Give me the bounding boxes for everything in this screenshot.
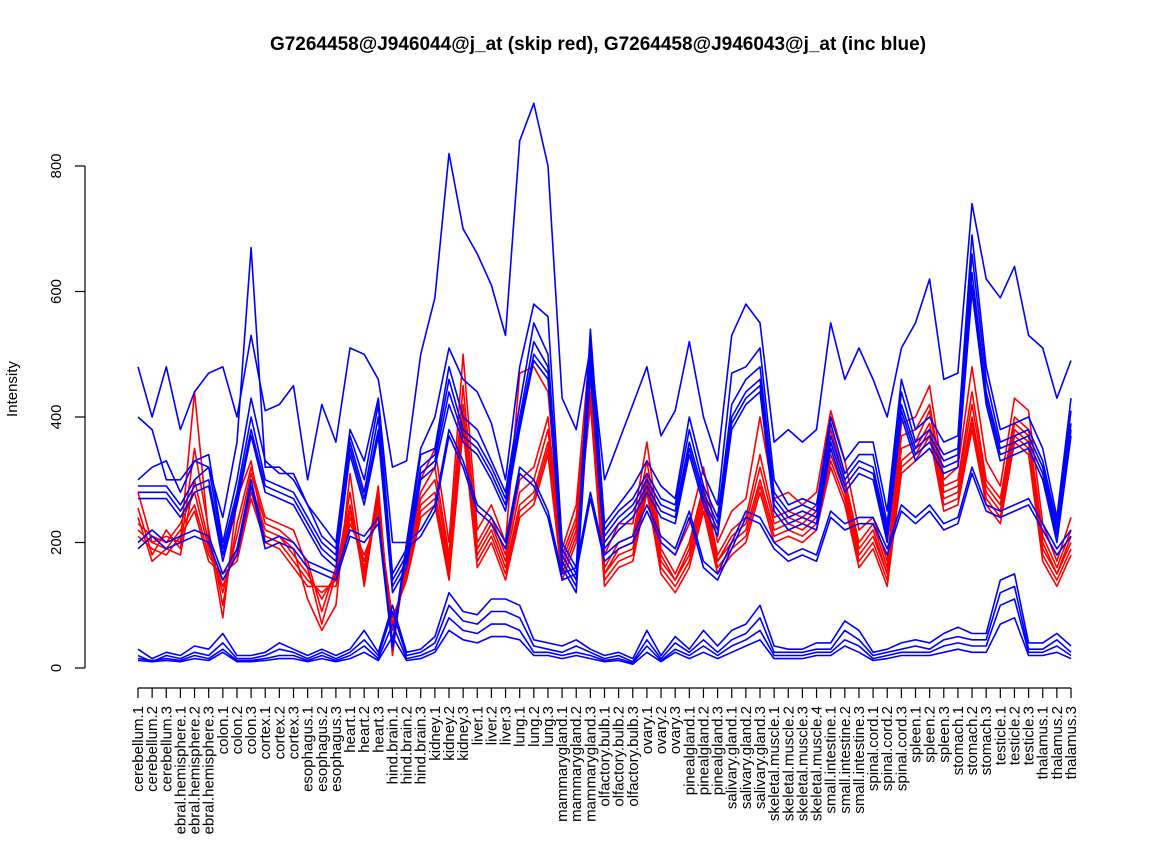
x-tick-label: cerebellum.1 [130, 706, 147, 792]
x-tick-label: cortex.3 [286, 706, 303, 759]
y-tick-label: 200 [48, 530, 65, 555]
y-tick-label: 600 [48, 279, 65, 304]
inc-blue-series-line-11 [138, 290, 1072, 594]
inc-blue-series-line-17 [137, 617, 1072, 665]
x-tick-label: spleen.3 [936, 706, 953, 763]
inc-blue-series-line-14 [137, 573, 1072, 660]
skip-red-series-line-3 [137, 391, 1072, 632]
x-tick-label: testicle.1 [992, 706, 1009, 765]
x-tick-label: hind.brain.3 [413, 706, 430, 784]
x-tick-label: ebral.hemisphere.3 [201, 706, 218, 834]
inc-blue-series-line-13 [137, 435, 1072, 650]
chart-title: G7264458@J946044@j_at (skip red), G72644… [270, 34, 926, 55]
x-tick-label: hind.brain.2 [399, 706, 416, 784]
x-tick-label: kidney.1 [427, 706, 444, 761]
x-tick-label: cortex.2 [271, 706, 288, 759]
x-tick-label: pinealgland.3 [710, 706, 727, 795]
x-tick-label: heart.2 [356, 706, 373, 753]
x-tick-label: salivary.gland.2 [738, 706, 755, 809]
x-tick-label: colon.3 [243, 706, 260, 754]
x-tick-label: testicle.3 [1021, 706, 1038, 765]
y-axis-label: Intensity [4, 361, 21, 417]
x-tick-label: liver.1 [469, 706, 486, 745]
x-tick-label: esophagus.3 [328, 706, 345, 792]
x-tick-label: heart.3 [370, 706, 387, 753]
x-tick-label: skeletal.muscle.1 [766, 706, 783, 821]
x-tick-label: colon.2 [229, 706, 246, 754]
x-tick-label: thalamus.1 [1035, 706, 1052, 779]
inc-blue-series-line-6 [137, 102, 1072, 481]
x-tick-label: thalamus.2 [1049, 706, 1066, 779]
x-tick-label: small.intestine.1 [823, 706, 840, 814]
x-tick-label: mammarygland.3 [582, 706, 599, 822]
x-tick-label: liver.3 [498, 706, 515, 745]
x-tick-label: olfactory.bulb.3 [625, 706, 642, 807]
series-layer [137, 102, 1072, 665]
x-tick-label: lung.3 [540, 706, 557, 747]
x-tick-label: spinal.cord.1 [865, 706, 882, 791]
inc-blue-series-line-12 [137, 428, 1072, 644]
x-tick-label: kidney.3 [455, 706, 472, 761]
x-tick-label: ebral.hemisphere.1 [172, 706, 189, 834]
x-tick-label: spleen.2 [922, 706, 939, 763]
x-tick-label: skeletal.muscle.2 [780, 706, 797, 821]
y-axis: 0 200 400 600 800 [48, 153, 86, 672]
y-tick-label: 800 [48, 153, 65, 178]
x-tick-label: skeletal.muscle.3 [794, 706, 811, 821]
x-tick-label: olfactory.bulb.2 [611, 706, 628, 807]
x-tick-label: stomach.3 [978, 706, 995, 775]
x-tick-label: stomach.1 [950, 706, 967, 775]
x-tick-label: ovary.2 [653, 706, 670, 754]
x-tick-label: cerebellum.3 [158, 706, 175, 792]
x-tick-label: spinal.cord.2 [879, 706, 896, 791]
x-tick-label: kidney.2 [441, 706, 458, 761]
x-tick-label: stomach.2 [964, 706, 981, 775]
x-tick-label: skeletal.muscle.4 [809, 706, 826, 821]
x-tick-label: testicle.2 [1007, 706, 1024, 765]
x-tick-label: mammarygland.1 [554, 706, 571, 822]
x-tick-label: spleen.1 [908, 706, 925, 763]
x-tick-label: small.intestine.3 [851, 706, 868, 814]
x-tick-label: pinealgland.1 [681, 706, 698, 795]
x-tick-label: ovary.3 [667, 706, 684, 754]
x-tick-label: small.intestine.2 [837, 706, 854, 814]
inc-blue-series-line-15 [137, 585, 1072, 663]
x-tick-label: pinealgland.2 [696, 706, 713, 795]
x-tick-label: olfactory.bulb.1 [597, 706, 614, 807]
x-tick-label: cortex.1 [257, 706, 274, 759]
x-tick-label: spinal.cord.3 [893, 706, 910, 791]
x-tick-label: heart.1 [342, 706, 359, 753]
x-tick-label: hind.brain.1 [385, 706, 402, 784]
inc-blue-series-line-16 [137, 598, 1072, 664]
x-tick-label: esophagus.2 [314, 706, 331, 792]
x-tick-label: mammarygland.2 [568, 706, 585, 822]
x-tick-label: ovary.1 [639, 706, 656, 754]
x-axis: cerebellum.1cerebellum.2cerebellum.3ebra… [130, 687, 1080, 834]
x-tick-label: cerebellum.2 [144, 706, 161, 792]
x-tick-label: salivary.gland.1 [724, 706, 741, 809]
x-tick-label: esophagus.1 [300, 706, 317, 792]
y-tick-label: 0 [48, 664, 65, 672]
x-tick-label: thalamus.3 [1063, 706, 1080, 779]
x-tick-label: ebral.hemisphere.2 [187, 706, 204, 834]
x-tick-label: salivary.gland.3 [752, 706, 769, 809]
x-tick-label: colon.1 [215, 706, 232, 754]
y-tick-label: 400 [48, 404, 65, 429]
x-tick-label: liver.2 [483, 706, 500, 745]
x-tick-label: lung.1 [512, 706, 529, 747]
x-tick-label: lung.2 [526, 706, 543, 747]
